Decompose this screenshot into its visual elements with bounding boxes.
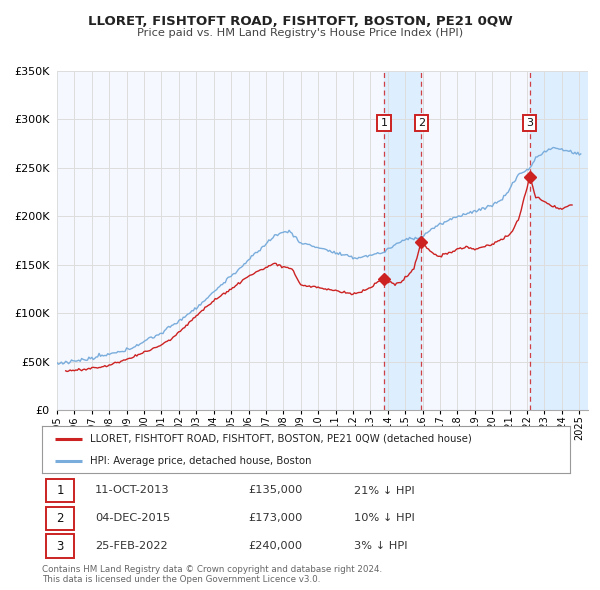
Text: 3: 3 (56, 540, 64, 553)
Text: 3% ↓ HPI: 3% ↓ HPI (353, 541, 407, 551)
Text: Contains HM Land Registry data © Crown copyright and database right 2024.: Contains HM Land Registry data © Crown c… (42, 565, 382, 573)
Text: This data is licensed under the Open Government Licence v3.0.: This data is licensed under the Open Gov… (42, 575, 320, 584)
Text: 25-FEB-2022: 25-FEB-2022 (95, 541, 167, 551)
Text: HPI: Average price, detached house, Boston: HPI: Average price, detached house, Bost… (89, 457, 311, 466)
Text: £135,000: £135,000 (248, 486, 302, 496)
Text: LLORET, FISHTOFT ROAD, FISHTOFT, BOSTON, PE21 0QW: LLORET, FISHTOFT ROAD, FISHTOFT, BOSTON,… (88, 15, 512, 28)
Bar (530, 71, 588, 410)
FancyBboxPatch shape (46, 506, 74, 530)
Text: 1: 1 (56, 484, 64, 497)
Text: 2: 2 (418, 119, 425, 129)
Text: 21% ↓ HPI: 21% ↓ HPI (353, 486, 414, 496)
Text: Price paid vs. HM Land Registry's House Price Index (HPI): Price paid vs. HM Land Registry's House … (137, 28, 463, 38)
Text: 10% ↓ HPI: 10% ↓ HPI (353, 513, 415, 523)
FancyBboxPatch shape (46, 535, 74, 558)
Bar (384, 71, 421, 410)
Text: 3: 3 (526, 119, 533, 129)
FancyBboxPatch shape (46, 478, 74, 502)
Text: £173,000: £173,000 (248, 513, 302, 523)
Text: £240,000: £240,000 (248, 541, 302, 551)
Text: 04-DEC-2015: 04-DEC-2015 (95, 513, 170, 523)
Text: 11-OCT-2013: 11-OCT-2013 (95, 486, 169, 496)
Text: 2: 2 (56, 512, 64, 525)
Text: LLORET, FISHTOFT ROAD, FISHTOFT, BOSTON, PE21 0QW (detached house): LLORET, FISHTOFT ROAD, FISHTOFT, BOSTON,… (89, 434, 472, 444)
Text: 1: 1 (380, 119, 388, 129)
